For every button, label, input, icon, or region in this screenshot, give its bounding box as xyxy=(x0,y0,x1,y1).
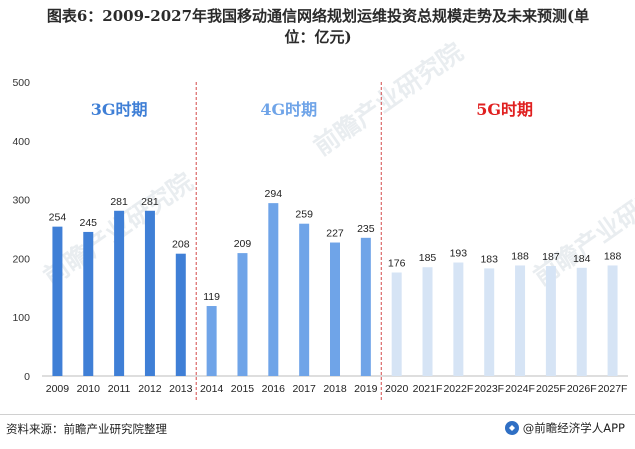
period-label: 4G时期 xyxy=(260,100,317,119)
bar xyxy=(607,265,618,376)
data-label: 185 xyxy=(419,252,437,264)
bar-chart: 0 100 200 300 400 500 254 2009 245 2010 281 2011 281… xyxy=(12,77,628,400)
data-label: 281 xyxy=(110,196,128,208)
y-tick-label: 200 xyxy=(12,253,30,265)
bar xyxy=(422,267,433,376)
data-label: 294 xyxy=(265,188,283,200)
data-label: 183 xyxy=(480,253,498,265)
x-tick-label: 2017 xyxy=(292,383,316,395)
y-tick-label: 500 xyxy=(12,77,30,89)
x-tick-label: 2018 xyxy=(323,383,347,395)
period-label: 3G时期 xyxy=(91,100,148,119)
data-label: 259 xyxy=(295,209,313,221)
data-label: 188 xyxy=(511,250,529,262)
x-tick-label: 2023F xyxy=(474,383,504,395)
bar xyxy=(453,262,464,376)
bar xyxy=(237,253,248,376)
brand-label: @前瞻经济学人APP xyxy=(522,421,625,435)
bar xyxy=(330,242,340,376)
bar xyxy=(299,223,310,376)
bar xyxy=(114,210,125,376)
x-tick-label: 2021F xyxy=(413,383,443,395)
bar xyxy=(268,203,279,376)
bar xyxy=(545,266,556,376)
y-tick-label: 400 xyxy=(12,136,30,148)
x-tick-label: 2013 xyxy=(169,383,193,395)
bar xyxy=(175,253,186,376)
y-tick-label: 0 xyxy=(24,371,30,383)
x-tick-label: 2024F xyxy=(505,383,535,395)
bar xyxy=(52,226,63,376)
x-tick-label: 2016 xyxy=(262,383,286,395)
bar xyxy=(391,272,402,376)
x-tick-label: 2009 xyxy=(46,383,70,395)
x-tick-label: 2014 xyxy=(200,383,224,395)
data-label: 227 xyxy=(326,228,344,240)
data-label: 119 xyxy=(203,291,220,303)
data-label: 245 xyxy=(79,217,97,229)
x-tick-label: 2026F xyxy=(567,383,597,395)
x-tick-label: 2010 xyxy=(77,383,101,395)
bar xyxy=(83,231,94,376)
data-label: 208 xyxy=(172,239,190,251)
bar xyxy=(576,267,587,376)
chart-title: 图表6：2009-2027年我国移动通信网络规划运维投资总规模走势及未来预测(单… xyxy=(18,6,618,48)
x-tick-label: 2011 xyxy=(108,383,131,395)
chart-title-line2: 位：亿元) xyxy=(284,28,352,46)
data-label: 209 xyxy=(234,238,252,250)
data-label: 184 xyxy=(573,253,591,265)
source-note: 资料来源：前瞻产业研究院整理 xyxy=(6,422,167,436)
bar xyxy=(484,268,495,376)
data-label: 188 xyxy=(604,250,622,262)
bar xyxy=(515,265,526,376)
data-label: 281 xyxy=(141,196,159,208)
x-tick-label: 2025F xyxy=(536,383,566,395)
data-label: 254 xyxy=(49,212,67,224)
period-label: 5G时期 xyxy=(476,100,533,119)
bar xyxy=(360,237,371,376)
y-tick-label: 100 xyxy=(12,312,30,324)
x-tick-label: 2027F xyxy=(598,383,628,395)
footer: 资料来源：前瞻产业研究院整理 @前瞻经济学人APP xyxy=(0,414,635,449)
data-label: 235 xyxy=(357,223,375,235)
x-tick-label: 2022F xyxy=(443,383,473,395)
bar xyxy=(144,210,155,376)
chart-title-line1: 图表6：2009-2027年我国移动通信网络规划运维投资总规模走势及未来预测(单 xyxy=(46,7,590,25)
bar xyxy=(206,306,217,376)
x-tick-label: 2020 xyxy=(385,383,409,395)
brand: @前瞻经济学人APP xyxy=(504,420,625,436)
data-label: 187 xyxy=(542,251,560,263)
y-tick-label: 300 xyxy=(12,195,30,207)
x-tick-label: 2012 xyxy=(138,383,162,395)
data-label: 176 xyxy=(388,258,406,270)
x-tick-label: 2015 xyxy=(231,383,255,395)
brand-logo-icon xyxy=(504,421,519,435)
data-label: 193 xyxy=(450,248,468,260)
x-tick-label: 2019 xyxy=(354,383,378,395)
